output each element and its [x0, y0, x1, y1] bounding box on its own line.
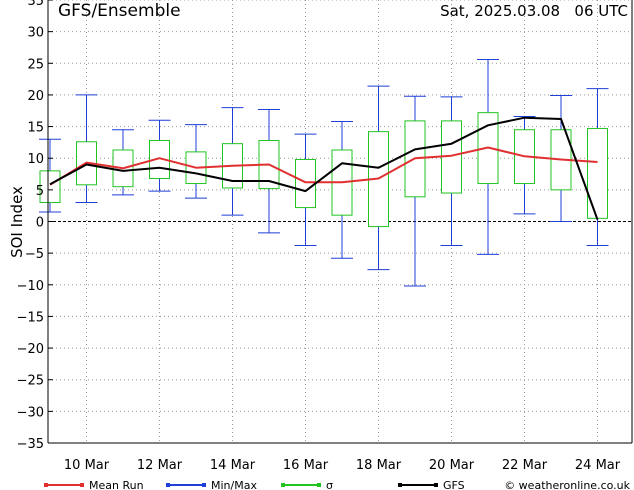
run-datetime: Sat, 2025.03.08 06 UTC — [440, 2, 628, 20]
y-tick-label: −10 — [17, 279, 44, 294]
legend-label: σ — [326, 479, 333, 490]
sigma-box — [295, 158, 316, 209]
x-tick-label: 12 Mar — [137, 458, 183, 473]
series-lines — [49, 116, 599, 220]
y-tick-label: 10 — [27, 152, 44, 167]
y-tick-label: −5 — [25, 247, 44, 262]
legend-swatch-end — [166, 483, 170, 487]
series-line-mean-run — [49, 146, 598, 186]
y-tick-label: 5 — [36, 184, 44, 199]
y-tick-label: −20 — [17, 342, 44, 357]
legend-swatch-end — [44, 483, 48, 487]
x-tick-labels: 10 Mar 12 Mar 14 Mar 16 Mar 18 Mar 20 Mar 22 M… — [64, 458, 621, 473]
y-axis-label: SOI Index — [8, 186, 26, 258]
y-tick-label: −35 — [17, 437, 44, 452]
x-tick-label: 18 Mar — [356, 458, 402, 473]
y-tick-label: 35 — [27, 0, 44, 9]
x-tick-label: 22 Mar — [502, 458, 548, 473]
y-tick-labels: −35 −30 −25 −20 −15 −10 −5 0 5 10 15 20 25 30 35 — [17, 0, 44, 452]
y-tick-label: 25 — [27, 57, 44, 72]
plot-frame — [47, 0, 633, 444]
sigma-box — [39, 170, 61, 204]
legend-swatch-end — [398, 483, 402, 487]
legend: Mean Run Min/Max σ GFS — [44, 479, 465, 490]
y-tick-label: 20 — [27, 89, 44, 104]
x-tick-label: 10 Mar — [64, 458, 110, 473]
y-tick-label: 0 — [36, 216, 44, 231]
chart-title: GFS/Ensemble — [58, 1, 181, 21]
x-tick-label: 14 Mar — [210, 458, 256, 473]
x-tick-label: 16 Mar — [283, 458, 329, 473]
y-tick-label: 30 — [27, 26, 44, 41]
credit-text: © weatheronline.co.uk — [504, 479, 630, 490]
y-tick-label: −30 — [17, 405, 44, 420]
y-tick-label: 15 — [27, 121, 44, 136]
series-line-gfs — [49, 116, 599, 220]
legend-swatch-end — [317, 483, 321, 487]
legend-label: Min/Max — [211, 479, 257, 490]
y-tick-label: −25 — [17, 374, 44, 389]
legend-swatch-end — [202, 483, 206, 487]
legend-label: Mean Run — [89, 479, 144, 490]
legend-swatch-end — [434, 483, 438, 487]
legend-label: GFS — [443, 479, 465, 490]
x-tick-label: 24 Mar — [575, 458, 621, 473]
legend-swatch-end — [281, 483, 285, 487]
x-tick-label: 20 Mar — [429, 458, 475, 473]
y-tick-label: −15 — [17, 310, 44, 325]
legend-swatch-end — [80, 483, 84, 487]
sigma-box — [587, 127, 608, 219]
